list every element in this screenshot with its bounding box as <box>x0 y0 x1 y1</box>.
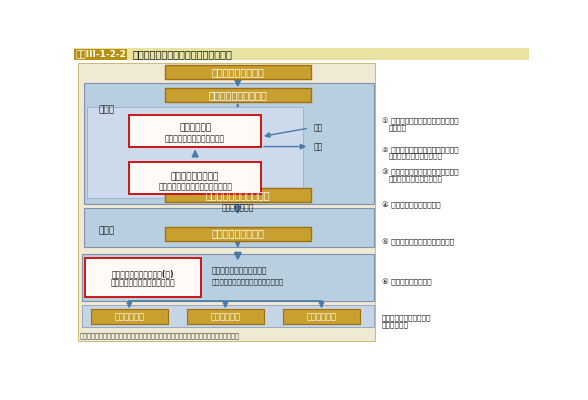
Bar <box>283 309 360 324</box>
Text: 政　府: 政 府 <box>99 105 115 114</box>
Bar <box>74 49 127 60</box>
Text: 地方公共団体: 地方公共団体 <box>211 312 240 321</box>
Text: ⑤ 国会による対処基本方針の承認: ⑤ 国会による対処基本方針の承認 <box>382 238 454 246</box>
Text: ② 内閣総理大臣による対処基本方針: ② 内閣総理大臣による対処基本方針 <box>382 146 459 153</box>
Text: 対処基本方針の閣議決定: 対処基本方針の閣議決定 <box>205 190 270 200</box>
Bar <box>129 162 261 194</box>
Text: 答申: 答申 <box>314 142 323 151</box>
Text: （対策本部長：内閣総理大臣）: （対策本部長：内閣総理大臣） <box>111 278 176 287</box>
Bar <box>83 208 374 247</box>
Text: 武力攻撃の発生など: 武力攻撃の発生など <box>211 67 264 77</box>
Text: ③ 安全保障会議による内閣総理大臣: ③ 安全保障会議による内閣総理大臣 <box>382 169 459 176</box>
Bar <box>165 65 310 79</box>
Text: ① 内閣総理大臣による対処基本方針: ① 内閣総理大臣による対処基本方針 <box>382 118 459 125</box>
Text: 武力攻撃事態等対策本部(注): 武力攻撃事態等対策本部(注) <box>112 269 175 278</box>
Text: 対処基本方針、利用指針: 対処基本方針、利用指針 <box>382 314 432 321</box>
Text: 役割：安全保障会議を専門的に補佐: 役割：安全保障会議を専門的に補佐 <box>158 182 232 191</box>
Bar <box>91 309 168 324</box>
Bar <box>85 258 201 297</box>
Text: ・対処措置の総合的な推進: ・対処措置の総合的な推進 <box>212 267 267 276</box>
Text: ・特定公共施設などの利用指針の策定: ・特定公共施設などの利用指針の策定 <box>212 279 283 285</box>
Bar <box>165 188 310 202</box>
Text: 国会承認の求め: 国会承認の求め <box>222 203 254 212</box>
Bar <box>165 88 310 102</box>
Text: ⑥ 対処措置の総合調整: ⑥ 対処措置の総合調整 <box>382 278 432 286</box>
Text: 指定公共機関: 指定公共機関 <box>306 312 336 321</box>
Text: 事態対処専門委員会: 事態対処専門委員会 <box>171 172 219 181</box>
Bar <box>165 227 310 240</box>
Bar <box>82 254 374 300</box>
Bar <box>74 48 529 60</box>
Text: （注）　武力攻撃事態等への対処措置の総合的な推進のために内閣に設置される対策本部: （注） 武力攻撃事態等への対処措置の総合的な推進のために内閣に設置される対策本部 <box>80 333 240 339</box>
Text: 諮問: 諮問 <box>314 124 323 132</box>
Text: に従って対処: に従って対処 <box>382 321 409 328</box>
Text: 対処基本方針案の作成: 対処基本方針案の作成 <box>208 90 267 100</box>
Text: 国　会: 国 会 <box>99 227 115 236</box>
Bar <box>83 83 374 204</box>
Bar <box>82 305 374 327</box>
Text: 安全保障会議: 安全保障会議 <box>179 124 211 132</box>
Text: への対処基本方針案の答申: への対処基本方針案の答申 <box>388 176 442 182</box>
Text: ④ 対処基本方針の閣議決定: ④ 対処基本方針の閣議決定 <box>382 202 440 209</box>
Bar <box>78 64 375 341</box>
Text: 案の安全保障会議への諮問: 案の安全保障会議への諮問 <box>388 152 442 159</box>
Bar <box>88 107 303 198</box>
Bar <box>186 309 264 324</box>
Bar <box>129 115 261 146</box>
Text: 武力攻撃事態等への対処のための手続: 武力攻撃事態等への対処のための手続 <box>132 49 232 59</box>
Text: 対処基本方針の承認: 対処基本方針の承認 <box>211 228 264 238</box>
Text: 案の作成: 案の作成 <box>388 124 406 131</box>
Text: 役割：対処基本方針案の審議: 役割：対処基本方針案の審議 <box>165 134 225 143</box>
Text: 図表III-1-2-2: 図表III-1-2-2 <box>75 50 126 59</box>
Text: 指定行政機関: 指定行政機関 <box>114 312 144 321</box>
